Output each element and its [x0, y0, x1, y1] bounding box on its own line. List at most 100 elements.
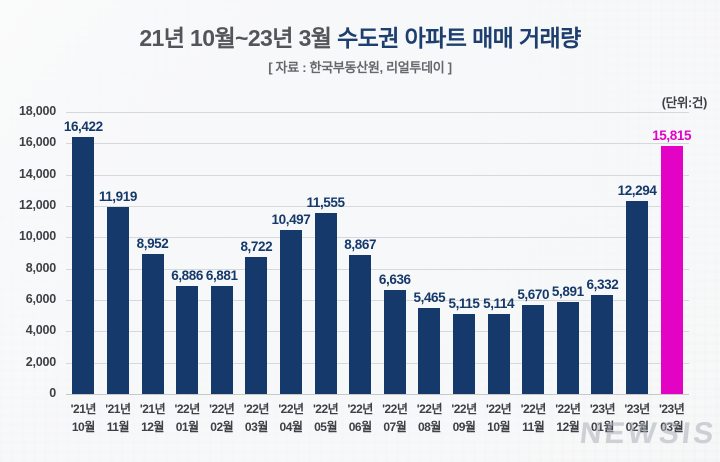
- x-axis-label-month: 09월: [452, 419, 476, 434]
- x-axis-label: '22년 01월: [170, 401, 205, 436]
- bar: [556, 302, 579, 394]
- x-axis-label-month: 11월: [106, 419, 130, 434]
- x-axis: '21년 10월 '21년 11월 '21년 12월 '22년 01월 '22년 02월 '22년 0…: [66, 401, 689, 436]
- chart-title: 21년 10월~23년 3월 수도권 아파트 매매 거래량: [0, 19, 720, 53]
- x-axis-baseline: [66, 394, 689, 395]
- bar-value-label: 8,722: [240, 239, 273, 254]
- bar-value-label: 6,332: [586, 277, 619, 292]
- x-axis-label: '21년 11월: [101, 401, 136, 436]
- bar-slot: 6,886: [170, 112, 205, 394]
- y-axis-tick-label: 18,000: [18, 104, 56, 118]
- x-axis-label-year: '22년: [209, 402, 235, 416]
- gridline: [66, 206, 689, 207]
- x-axis-label: '22년 05월: [308, 401, 343, 436]
- bar-slot: 15,815: [652, 112, 692, 394]
- x-axis-label: '22년 10월: [481, 401, 516, 436]
- bar-value-label: 5,114: [483, 296, 515, 311]
- x-axis-label-month: 05월: [314, 419, 338, 434]
- bar-slot: 11,919: [98, 112, 138, 394]
- bar-slot: 5,670: [516, 112, 551, 394]
- x-axis-label-year: '22년: [485, 402, 512, 416]
- bar-value-label: 5,115: [448, 296, 480, 311]
- gridline: [66, 237, 689, 239]
- x-axis-label: '22년 08월: [412, 401, 447, 436]
- bar-value-label: 8,867: [344, 237, 377, 252]
- x-axis-label-year: '22년: [382, 402, 408, 416]
- x-axis-label-month: 11월: [522, 419, 545, 434]
- bar-slot: 6,636: [377, 112, 412, 394]
- x-axis-label-month: 01월: [591, 419, 614, 434]
- bar-slot: 6,332: [585, 112, 620, 394]
- bar-value-label: 6,636: [378, 272, 411, 287]
- bar-value-label: 5,670: [517, 287, 550, 302]
- x-axis-label-year: '21년: [70, 402, 97, 416]
- x-axis-label-year: '23년: [624, 402, 650, 416]
- x-axis-label-month: 01월: [175, 419, 199, 434]
- gridline: [66, 143, 689, 145]
- x-axis-label-year: '23년: [659, 402, 685, 416]
- bar-slot: 5,115: [447, 112, 482, 394]
- chart-title-main: 수도권 아파트 매매 거래량: [337, 25, 581, 51]
- x-axis-label: '22년 03월: [239, 401, 274, 436]
- x-axis-label-year: '21년: [105, 402, 131, 416]
- x-axis-label: '22년 09월: [447, 401, 482, 436]
- x-axis-label-year: '22년: [278, 402, 304, 416]
- bar-slot: 5,114: [481, 112, 516, 394]
- gridline: [66, 362, 689, 364]
- bar: [591, 295, 614, 394]
- x-axis-label-month: 12월: [556, 419, 580, 434]
- bar: [245, 257, 268, 394]
- x-axis-label: '22년 06월: [343, 401, 378, 436]
- source-label: [ 자료 : 한국부동산원, 리얼투데이 ]: [268, 60, 452, 75]
- bar-value-label: 6,886: [171, 268, 204, 283]
- x-axis-label: '23년 01월: [585, 401, 620, 436]
- bar-value-label: 6,881: [205, 268, 238, 283]
- x-axis-label-month: 03월: [244, 419, 268, 434]
- bar-highlighted: [660, 146, 683, 394]
- bar-value-label: 15,815: [652, 128, 692, 143]
- bar-slot: 8,867: [343, 112, 378, 394]
- bar: [279, 230, 302, 394]
- bar-slot: 5,465: [412, 112, 447, 394]
- bar-slot: 5,891: [551, 112, 586, 394]
- bar-value-label: 5,891: [551, 284, 584, 299]
- bar: [522, 305, 545, 394]
- x-axis-label: '22년 12월: [551, 401, 586, 436]
- bar-slot: 8,952: [135, 112, 170, 394]
- bar-slot: 11,555: [306, 112, 345, 394]
- x-axis-label-year: '22년: [555, 402, 581, 416]
- x-axis-label-month: 08월: [417, 419, 441, 434]
- bar-slot: 10,497: [272, 112, 311, 394]
- y-axis-tick-label: 4,000: [25, 323, 56, 338]
- x-axis-label: '22년 11월: [516, 401, 551, 436]
- y-axis-tick-label: 8,000: [25, 260, 56, 275]
- y-axis-tick-label: 2,000: [25, 354, 56, 369]
- x-axis-label: '22년 04월: [274, 401, 309, 436]
- x-axis-label-month: 03월: [660, 419, 684, 434]
- y-axis-tick-label: 0: [49, 386, 56, 400]
- bar: [349, 255, 372, 394]
- chart-title-period: 21년 10월~23년 3월: [139, 25, 338, 51]
- y-axis-tick-label: 10,000: [18, 229, 56, 244]
- y-axis-tick-label: 6,000: [25, 292, 56, 306]
- bars-layer: 16,422 11,919 8,952 6,886 6,881 8,722 10,497 11…: [64, 112, 692, 394]
- gridline: [66, 300, 689, 301]
- x-axis-label-month: 07월: [383, 419, 407, 434]
- x-axis-label-month: 12월: [141, 419, 164, 434]
- x-axis-label: '22년 02월: [204, 401, 239, 436]
- x-axis-label-year: '23년: [589, 402, 616, 416]
- bar: [106, 207, 129, 394]
- bar-slot: 8,722: [239, 112, 274, 394]
- bar-value-label: 12,294: [617, 183, 657, 198]
- x-axis-label-year: '21년: [139, 402, 166, 416]
- x-axis-label-month: 10월: [71, 419, 95, 434]
- bar: [314, 213, 337, 394]
- x-axis-label: '21년 12월: [135, 401, 170, 436]
- bar-value-label: 11,919: [98, 189, 138, 204]
- x-axis-label-year: '22년: [451, 402, 477, 416]
- bar-slot: 12,294: [617, 112, 657, 394]
- x-axis-label: '23년 02월: [620, 401, 655, 436]
- x-axis-label-year: '22년: [347, 402, 374, 416]
- y-axis-tick-label: 16,000: [18, 135, 56, 150]
- x-axis-label: '22년 07월: [377, 401, 412, 436]
